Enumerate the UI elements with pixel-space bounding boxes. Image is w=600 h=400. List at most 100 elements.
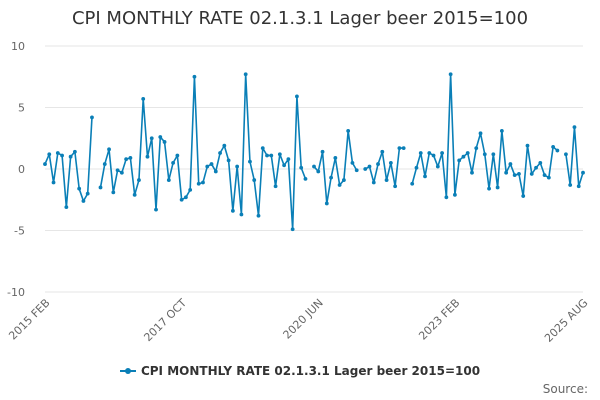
- x-tick-label: 2015 FEB: [6, 296, 52, 342]
- legend-series-marker: [119, 364, 136, 378]
- data-point: [482, 152, 487, 157]
- data-point: [316, 169, 321, 174]
- data-point: [171, 160, 175, 165]
- data-point: [175, 153, 180, 158]
- x-tick-label: 2023 FEB: [416, 296, 462, 342]
- data-point: [235, 164, 240, 169]
- data-point: [90, 115, 94, 120]
- source-label: Source:: [542, 382, 588, 396]
- data-point: [149, 136, 154, 141]
- data-point: [393, 184, 398, 189]
- data-point: [329, 175, 333, 180]
- y-tick-label: -10: [7, 286, 25, 299]
- data-point: [435, 164, 440, 169]
- data-point: [418, 151, 423, 155]
- data-point: [107, 147, 111, 152]
- data-point: [85, 191, 90, 196]
- y-tick-label: 0: [18, 163, 25, 176]
- y-tick-label: -5: [14, 225, 25, 238]
- data-point: [363, 167, 368, 171]
- data-point: [346, 128, 351, 133]
- data-point: [55, 151, 60, 155]
- data-point: [60, 153, 64, 158]
- data-point: [243, 72, 248, 77]
- legend-label: CPI MONTHLY RATE 02.1.3.1 Lager beer 201…: [140, 364, 481, 378]
- data-point: [461, 154, 466, 159]
- data-point: [410, 181, 415, 186]
- data-point: [341, 178, 346, 182]
- data-point: [111, 190, 116, 195]
- data-point: [555, 148, 560, 153]
- data-point: [401, 146, 406, 150]
- data-point: [282, 163, 287, 168]
- data-point: [474, 146, 479, 150]
- data-point: [414, 165, 419, 170]
- data-point: [457, 158, 462, 163]
- data-point: [487, 186, 491, 191]
- data-point: [72, 149, 77, 154]
- data-point: [465, 151, 470, 155]
- data-point: [320, 149, 325, 154]
- data-point: [397, 146, 402, 150]
- data-point: [115, 168, 120, 173]
- data-point: [337, 183, 342, 187]
- data-point: [273, 184, 278, 189]
- data-point: [564, 152, 568, 157]
- data-point: [354, 168, 359, 173]
- data-point: [542, 173, 547, 178]
- data-point: [162, 140, 167, 144]
- data-point: [132, 192, 137, 197]
- data-point: [312, 164, 316, 169]
- data-point: [350, 160, 355, 165]
- data-point: [209, 162, 214, 166]
- data-point: [517, 172, 521, 176]
- data-point: [581, 170, 585, 175]
- data-point: [521, 194, 526, 198]
- data-point: [576, 184, 581, 189]
- data-point: [538, 160, 543, 165]
- data-point: [192, 74, 197, 79]
- data-point: [260, 146, 265, 150]
- data-point: [77, 186, 82, 191]
- data-point: [102, 162, 107, 166]
- data-point: [512, 173, 517, 178]
- data-point: [508, 162, 513, 166]
- x-tick-label: 2017 OCT: [141, 296, 189, 344]
- legend[interactable]: CPI MONTHLY RATE 02.1.3.1 Lager beer 201…: [0, 364, 600, 381]
- data-point: [546, 175, 551, 180]
- chart-title: CPI MONTHLY RATE 02.1.3.1 Lager beer 201…: [71, 8, 529, 29]
- data-point: [154, 207, 158, 212]
- data-point: [158, 135, 163, 139]
- data-point: [388, 160, 393, 165]
- data-point: [239, 212, 244, 217]
- data-point: [248, 159, 252, 164]
- data-point: [376, 162, 380, 166]
- data-point: [269, 153, 274, 158]
- data-point: [166, 178, 171, 182]
- data-point: [367, 164, 372, 169]
- x-tick-label: 2025 AUG: [542, 296, 591, 345]
- data-point: [384, 178, 389, 182]
- data-point: [226, 158, 231, 163]
- data-point: [534, 165, 538, 170]
- data-point: [440, 151, 444, 155]
- data-point: [222, 143, 227, 148]
- data-point: [196, 181, 201, 186]
- data-point: [188, 188, 193, 192]
- data-point: [572, 125, 577, 130]
- data-point: [448, 72, 453, 77]
- data-point: [98, 185, 103, 190]
- legend-item[interactable]: CPI MONTHLY RATE 02.1.3.1 Lager beer 201…: [119, 364, 481, 378]
- data-point: [64, 205, 69, 210]
- data-point: [444, 195, 449, 200]
- data-point: [478, 131, 483, 136]
- data-point: [333, 156, 338, 160]
- data-point: [380, 149, 385, 154]
- data-point: [371, 180, 376, 185]
- data-point: [213, 169, 218, 174]
- x-tick-label: 2020 JUN: [281, 296, 326, 341]
- data-point: [81, 199, 86, 203]
- data-point: [230, 208, 235, 213]
- y-tick-label: 5: [18, 102, 25, 115]
- data-point: [551, 144, 556, 149]
